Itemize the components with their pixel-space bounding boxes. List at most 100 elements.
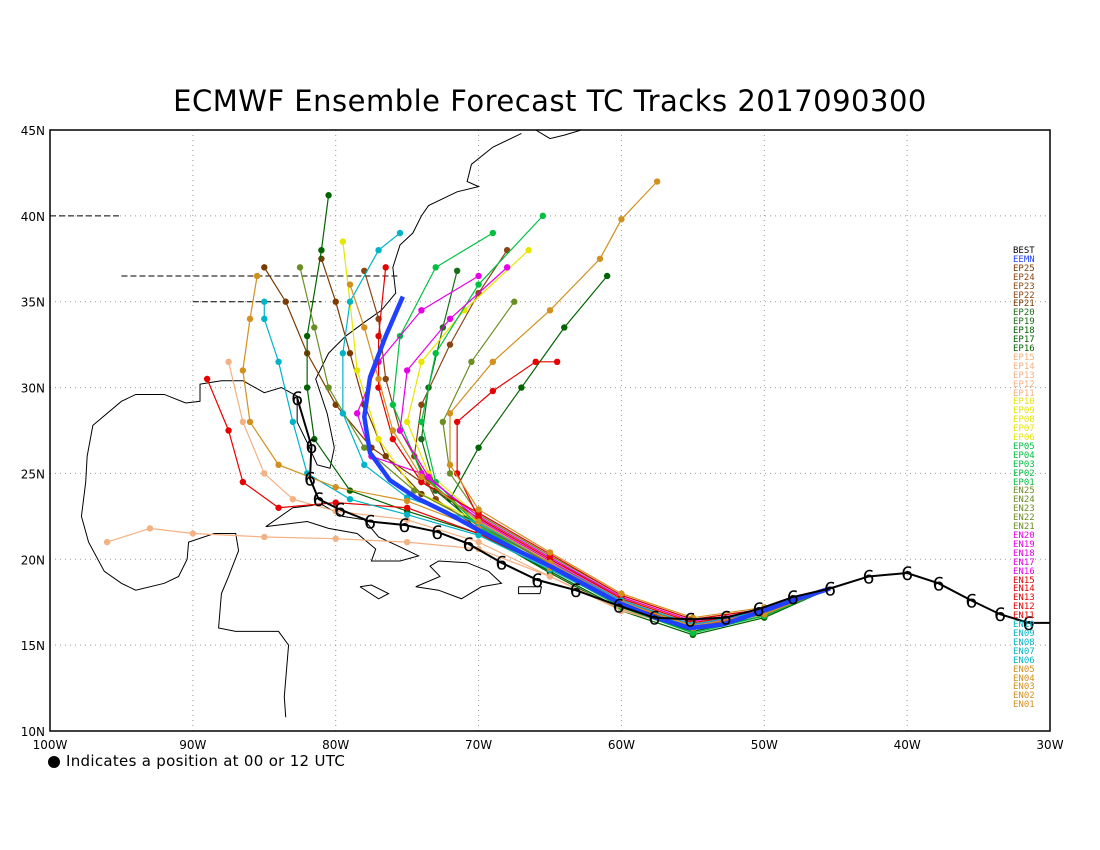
hurricane-symbol-icon: 6 bbox=[364, 512, 376, 534]
member-position-dot bbox=[339, 350, 347, 357]
member-position-dot bbox=[389, 401, 397, 408]
member-position-dot bbox=[311, 324, 318, 331]
member-position-dot bbox=[289, 495, 297, 503]
member-position-dot bbox=[261, 298, 268, 305]
member-position-dot bbox=[446, 461, 454, 469]
member-position-dot bbox=[446, 341, 454, 348]
member-position-dot bbox=[403, 504, 411, 511]
member-position-dot bbox=[303, 332, 311, 340]
hurricane-symbol-icon: 6 bbox=[863, 566, 875, 588]
legend-entry: EN07 bbox=[1013, 646, 1035, 657]
y-tick-label: 45N bbox=[21, 124, 45, 138]
legend-entry: EP03 bbox=[1013, 459, 1035, 470]
legend-entry: EP25 bbox=[1013, 263, 1035, 274]
legend-entry: EN06 bbox=[1013, 655, 1035, 666]
member-position-dot bbox=[389, 435, 397, 443]
member-position-dot bbox=[403, 538, 411, 546]
member-position-dot bbox=[425, 473, 432, 481]
best-track-line bbox=[296, 397, 1029, 624]
member-position-dot bbox=[253, 272, 261, 280]
member-position-dot bbox=[468, 358, 475, 366]
hurricane-symbol-icon: 6 bbox=[787, 587, 799, 609]
coastline bbox=[535, 130, 584, 140]
x-tick-label: 100W bbox=[33, 738, 68, 752]
legend-entry: EP19 bbox=[1013, 317, 1035, 328]
member-position-dot bbox=[475, 506, 482, 513]
legend-entry: EP20 bbox=[1013, 308, 1035, 319]
legend-entry: EN12 bbox=[1013, 602, 1035, 613]
x-tick-label: 30W bbox=[1036, 738, 1063, 752]
member-position-dot bbox=[503, 264, 511, 271]
member-position-dot bbox=[511, 298, 518, 305]
legend-entry: EN19 bbox=[1013, 539, 1035, 550]
member-position-dot bbox=[446, 315, 454, 323]
member-position-dot bbox=[546, 307, 554, 314]
legend-entry: EP09 bbox=[1013, 406, 1035, 417]
member-position-dot bbox=[325, 384, 332, 391]
dot-marker-icon bbox=[48, 756, 60, 768]
legend-entry: EP23 bbox=[1013, 281, 1035, 292]
member-position-dot bbox=[403, 367, 411, 374]
x-tick-label: 70W bbox=[465, 738, 492, 752]
member-position-dot bbox=[432, 264, 439, 271]
member-position-dot bbox=[361, 324, 368, 331]
member-track-en20 bbox=[399, 266, 831, 626]
legend-entry: EN01 bbox=[1013, 700, 1035, 711]
legend-entry: EN20 bbox=[1013, 531, 1035, 541]
member-position-dot bbox=[382, 264, 389, 271]
x-tick-label: 90W bbox=[179, 738, 206, 752]
legend-entry: EP13 bbox=[1013, 370, 1035, 381]
member-position-dot bbox=[418, 358, 425, 366]
legend-entry: EP21 bbox=[1013, 299, 1035, 310]
hurricane-symbol-icon: 6 bbox=[495, 553, 507, 575]
hurricane-symbol-icon: 6 bbox=[305, 436, 317, 458]
member-position-dot bbox=[318, 247, 325, 254]
member-position-dot bbox=[475, 281, 482, 288]
legend-entry: BEST bbox=[1013, 246, 1035, 256]
member-position-dot bbox=[346, 495, 354, 503]
legend-entry: EEMN bbox=[1013, 254, 1035, 265]
legend-entry: EN09 bbox=[1013, 628, 1035, 639]
hurricane-symbol-icon: 6 bbox=[313, 489, 325, 511]
member-position-dot bbox=[489, 387, 497, 395]
member-track-ep05 bbox=[420, 215, 831, 631]
y-tick-label: 25N bbox=[21, 467, 45, 481]
member-position-dot bbox=[375, 332, 382, 340]
y-tick-label: 20N bbox=[21, 553, 45, 567]
member-position-dot bbox=[389, 427, 397, 434]
legend-entry: EN17 bbox=[1013, 557, 1035, 568]
hurricane-symbol-icon: 6 bbox=[334, 499, 346, 521]
coastlines bbox=[50, 130, 584, 718]
member-track-ep08 bbox=[342, 241, 831, 627]
member-position-dot bbox=[339, 238, 347, 245]
y-tick-label: 30N bbox=[21, 382, 45, 396]
member-position-dot bbox=[353, 367, 361, 374]
member-position-dot bbox=[403, 418, 411, 426]
legend-entry: EP05 bbox=[1013, 441, 1035, 452]
member-position-dot bbox=[353, 410, 361, 417]
legend-entry: EN25 bbox=[1013, 486, 1035, 497]
legend-entry: EP16 bbox=[1013, 343, 1035, 354]
member-position-dot bbox=[653, 178, 661, 185]
x-tick-label: 60W bbox=[608, 738, 635, 752]
member-position-dot bbox=[361, 444, 368, 451]
hurricane-symbol-icon: 6 bbox=[994, 604, 1006, 626]
member-position-dot bbox=[282, 298, 289, 305]
member-position-dot bbox=[311, 435, 318, 443]
legend-entry: EN15 bbox=[1013, 575, 1035, 586]
member-track-ep18 bbox=[449, 275, 831, 636]
member-position-dot bbox=[603, 272, 611, 280]
member-position-dot bbox=[275, 504, 282, 511]
member-position-dot bbox=[475, 532, 482, 539]
legend-entry: EP14 bbox=[1013, 361, 1035, 372]
legend-entry: EP18 bbox=[1013, 326, 1035, 337]
member-position-dot bbox=[246, 418, 254, 426]
hurricane-symbol-icon: 6 bbox=[933, 573, 945, 595]
legend-entry: EN16 bbox=[1013, 566, 1035, 577]
y-tick-label: 35N bbox=[21, 296, 45, 310]
member-position-dot bbox=[403, 511, 411, 518]
member-position-dot bbox=[189, 530, 197, 537]
member-position-dot bbox=[375, 375, 382, 383]
member-position-dot bbox=[453, 418, 461, 426]
